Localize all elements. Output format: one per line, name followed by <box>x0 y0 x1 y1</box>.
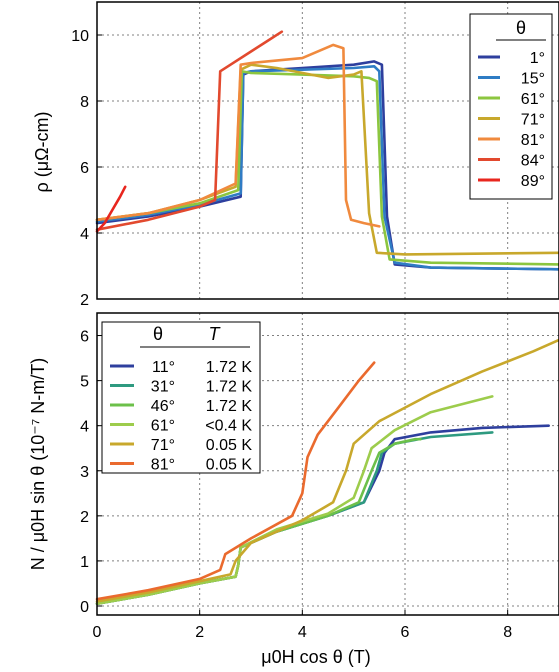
bottom-y-tick-label: 4 <box>80 419 89 436</box>
x-tick-label: 2 <box>195 624 204 641</box>
series-line-81° <box>95 361 376 601</box>
bottom-panel-series <box>95 338 559 606</box>
series-line-71° <box>95 338 559 603</box>
bottom-y-tick-label: 5 <box>80 374 89 391</box>
top-y-tick-label: 4 <box>80 226 89 243</box>
top-y-tick-label: 2 <box>80 292 89 309</box>
bottom-legend-temperature: 0.05 K <box>206 457 253 474</box>
bottom-panel-y-ticks: 0 1 2 3 4 5 6 <box>80 329 102 616</box>
x-tick-label: 8 <box>503 624 512 641</box>
bottom-y-axis-label: N / μ0H sin θ (10⁻⁷ N-m/T) <box>28 358 48 570</box>
bottom-y-tick-label: 3 <box>80 464 89 481</box>
x-axis-label: μ0H cos θ (T) <box>261 647 370 667</box>
bottom-legend-angle: 81° <box>151 457 175 474</box>
top-y-axis-label: ρ (μΩ-cm) <box>32 111 52 192</box>
bottom-legend-angle: 11° <box>152 359 175 376</box>
top-legend-label: 15° <box>521 71 545 88</box>
top-y-tick-label: 10 <box>71 28 89 45</box>
bottom-legend-temperature: 0.05 K <box>206 437 253 454</box>
top-y-tick-label: 8 <box>80 94 89 111</box>
bottom-legend-temperature: <0.4 K <box>205 418 252 435</box>
top-panel-y-ticks: 2 4 6 8 10 <box>71 28 102 309</box>
top-legend-header: θ <box>516 18 526 38</box>
top-legend-label: 89° <box>521 173 545 190</box>
x-tick-label: 6 <box>401 624 410 641</box>
x-tick-label: 0 <box>93 624 102 641</box>
top-legend-label: 71° <box>521 112 545 129</box>
bottom-panel-frame <box>96 312 559 616</box>
bottom-legend: θ T 11° 1.72 K 31° 1.72 K 46° 1.72 K 61° <0.4 K… <box>101 321 261 474</box>
bottom-legend-temperature: 1.72 K <box>206 379 253 396</box>
top-legend: θ 1° 15° 61° 71° 81° 84° 89° <box>469 13 553 200</box>
bottom-legend-temperature: 1.72 K <box>206 398 253 415</box>
top-legend-label: 61° <box>521 91 545 108</box>
bottom-legend-angle: 61° <box>151 418 175 435</box>
top-legend-box <box>469 13 553 200</box>
series-line-81° <box>95 43 381 228</box>
top-legend-items: 1° 15° 61° 71° 81° 84° 89° <box>478 50 545 190</box>
bottom-y-tick-label: 6 <box>80 329 89 346</box>
bottom-legend-header-t: T <box>209 324 222 344</box>
bottom-panel-x-ticks: 0 2 4 6 8 <box>93 610 512 641</box>
top-panel-series <box>95 30 559 271</box>
top-legend-label: 1° <box>530 50 545 67</box>
top-y-tick-label: 6 <box>80 160 89 177</box>
top-panel-frame <box>96 1 559 300</box>
bottom-legend-angle: 46° <box>151 398 175 415</box>
bottom-y-tick-label: 0 <box>80 599 89 616</box>
bottom-y-tick-label: 2 <box>80 509 89 526</box>
bottom-legend-angle: 71° <box>151 437 175 454</box>
bottom-legend-angle: 31° <box>151 379 175 396</box>
top-legend-label: 81° <box>521 132 545 149</box>
bottom-y-tick-label: 1 <box>80 554 89 571</box>
series-line-89° <box>95 185 127 233</box>
bottom-legend-items: 11° 1.72 K 31° 1.72 K 46° 1.72 K 61° <0.4 K 71° 0… <box>110 359 252 474</box>
bottom-legend-temperature: 1.72 K <box>206 359 253 376</box>
bottom-legend-header-theta: θ <box>153 324 163 344</box>
top-legend-label: 84° <box>521 153 545 170</box>
series-line-84° <box>95 30 284 231</box>
x-tick-label: 4 <box>298 624 307 641</box>
